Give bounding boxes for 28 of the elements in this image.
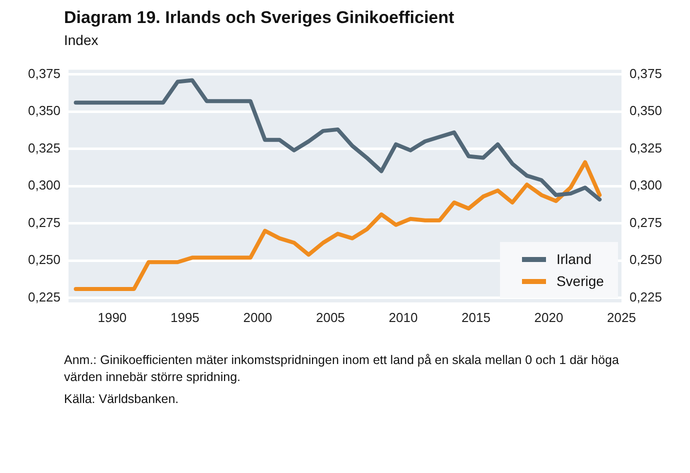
y-tick-label: 0,350	[28, 103, 61, 118]
y-tick-label: 0,225	[28, 290, 61, 305]
y2-tick-label: 0,300	[629, 178, 662, 193]
y2-tick-label: 0,250	[629, 252, 662, 268]
chart-subtitle: Index	[64, 32, 98, 48]
legend-label: Irland	[556, 251, 592, 268]
y2-tick-label: 0,225	[629, 290, 662, 305]
y2-tick-label: 0,275	[629, 214, 662, 230]
y2-tick-label: 0,375	[629, 66, 662, 81]
x-tick-label: 1995	[170, 310, 200, 325]
x-tick-label: 2000	[243, 310, 272, 325]
y-tick-label: 0,250	[28, 252, 61, 268]
y2-tick-label: 0,325	[629, 140, 662, 156]
y-tick-label: 0,300	[28, 178, 61, 193]
x-tick-label: 2010	[388, 310, 418, 325]
x-tick-label: 2005	[316, 310, 345, 325]
y-tick-label: 0,275	[28, 214, 61, 230]
y2-tick-label: 0,350	[629, 103, 662, 118]
chart-title: Diagram 19. Irlands och Sveriges Ginikoefficient	[64, 8, 454, 28]
text: Anm.: Ginikoefficienten mäter inkomstspridningen inom ett land på en skala mellan 0 och 1 där höga värden innebär större spridning.	[64, 352, 620, 386]
x-tick-label: 1990	[98, 310, 127, 325]
y-tick-label: 0,325	[28, 140, 61, 156]
x-tick-label: 2020	[534, 310, 564, 325]
text: Källa: Världsbanken.	[64, 391, 180, 408]
x-tick-label: 2025	[607, 310, 636, 325]
legend-label: Sverige	[556, 273, 604, 290]
y-tick-label: 0,375	[28, 66, 61, 81]
x-tick-label: 2015	[462, 310, 490, 325]
